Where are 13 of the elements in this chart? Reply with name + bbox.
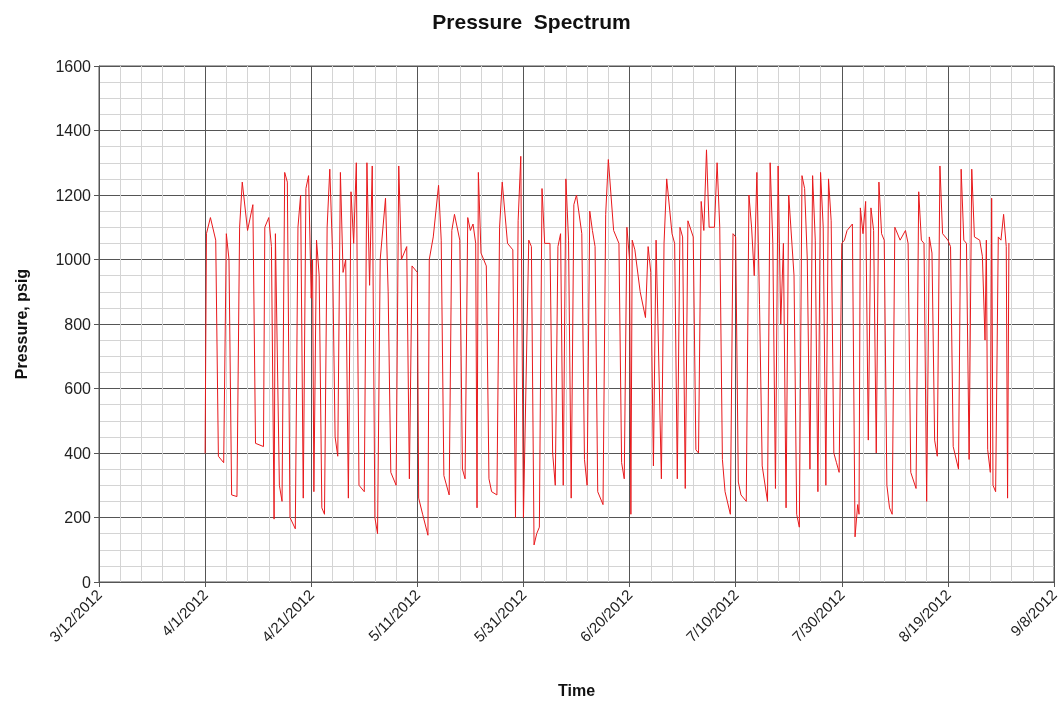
y-tick-label: 1200	[55, 186, 92, 204]
y-tick-label: 1400	[55, 122, 92, 139]
y-tick-label: 800	[64, 315, 92, 333]
y-tick-label: 600	[64, 380, 92, 397]
y-tick-label: 200	[64, 509, 92, 526]
y-axis-title: Pressure, psig	[12, 268, 30, 380]
y-tick-label: 1000	[55, 251, 92, 268]
line-series	[204, 149, 1010, 546]
y-tick-label: 1600	[55, 57, 92, 75]
y-tick-label: 400	[64, 444, 92, 462]
chart-title: Pressure Spectrum	[432, 10, 631, 33]
y-tick-label: 0	[82, 573, 92, 591]
x-axis-title: Time	[557, 681, 596, 699]
